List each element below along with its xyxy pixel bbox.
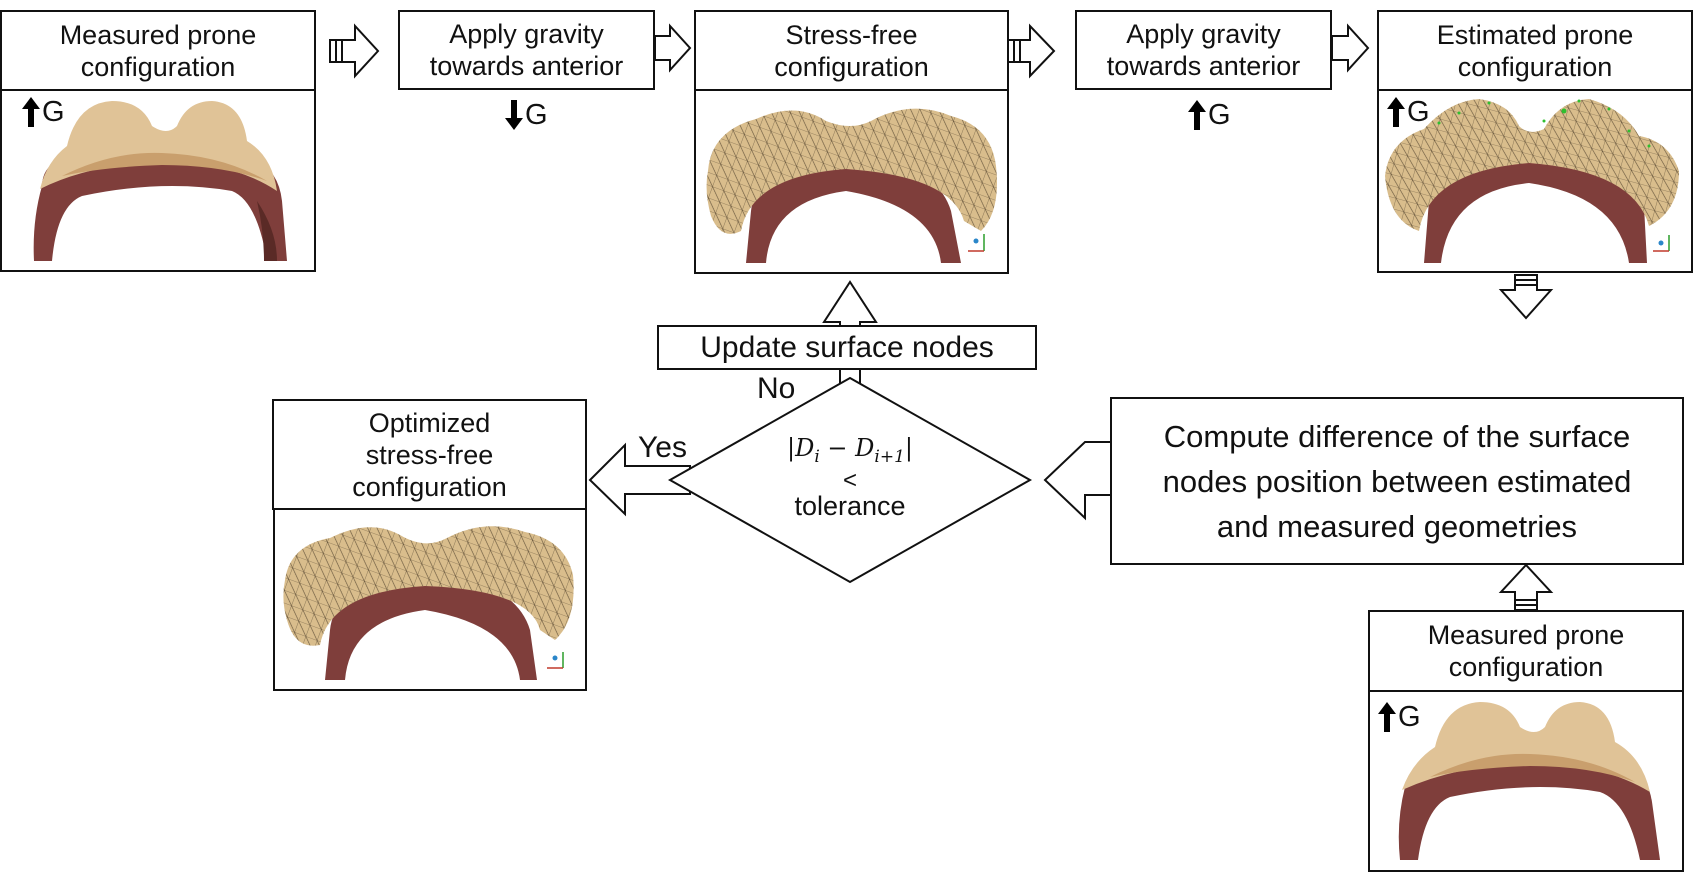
arrow-down-icon xyxy=(505,100,523,130)
gravity-indicator-up-2: G xyxy=(1188,100,1231,130)
arrow-up-measured xyxy=(1498,563,1554,611)
apply-gravity-1: Apply gravity towards anterior xyxy=(398,10,655,90)
arrow-up-icon xyxy=(22,97,40,127)
breast-model-optimized xyxy=(283,526,574,680)
estimated-prone-label: Estimated prone configuration xyxy=(1436,19,1634,82)
breast-model-estimated xyxy=(1385,99,1679,263)
measured-prone-bottom-label: Measured prone configuration xyxy=(1427,620,1625,682)
compute-difference: Compute difference of the surface nodes … xyxy=(1110,397,1684,565)
arrow-up-icon xyxy=(1378,702,1396,732)
stress-free-title: Stress-free configuration xyxy=(694,10,1009,91)
estimated-prone-title: Estimated prone configuration xyxy=(1377,10,1693,91)
gravity-indicator-up: G xyxy=(22,97,65,127)
gravity-label: G xyxy=(525,99,548,131)
arrow-left-compute xyxy=(1043,441,1113,521)
apply-gravity-2: Apply gravity towards anterior xyxy=(1075,10,1332,90)
optimized-title: Optimized stress-free configuration xyxy=(272,399,587,510)
estimated-prone-image: G xyxy=(1377,89,1693,273)
less-than-operator: < xyxy=(842,466,857,494)
arrow-down-estimated xyxy=(1498,274,1554,320)
stress-free-image xyxy=(694,89,1009,274)
measured-prone-top-label: Measured prone configuration xyxy=(59,19,257,82)
compute-difference-label: Compute difference of the surface nodes … xyxy=(1162,418,1632,544)
gravity-indicator-up-3: G xyxy=(1387,97,1430,127)
optimized-image xyxy=(273,508,587,691)
apply-gravity-1-label: Apply gravity towards anterior xyxy=(429,19,624,81)
tolerance-label: tolerance xyxy=(794,490,906,521)
gravity-indicator-down: G xyxy=(505,100,548,130)
breast-model-stress-free xyxy=(706,108,997,263)
stress-free-label: Stress-free configuration xyxy=(774,19,929,82)
gravity-label: G xyxy=(1208,99,1231,131)
arrow-left-yes xyxy=(588,442,691,517)
breast-model-measured-top xyxy=(33,101,288,261)
arrow-right-3 xyxy=(1007,23,1056,79)
gravity-indicator-up-4: G xyxy=(1378,702,1421,732)
difference-expression: |Di − Di+1| xyxy=(787,434,913,467)
update-surface-nodes: Update surface nodes xyxy=(657,325,1037,370)
optimized-label: Optimized stress-free configuration xyxy=(352,407,507,502)
gravity-label: G xyxy=(42,96,65,128)
update-surface-nodes-label: Update surface nodes xyxy=(700,330,994,364)
gravity-label: G xyxy=(1407,96,1430,128)
apply-gravity-2-label: Apply gravity towards anterior xyxy=(1106,19,1301,81)
decision-diamond xyxy=(667,376,1033,584)
yes-label: Yes xyxy=(638,431,687,464)
measured-prone-bottom-image: G xyxy=(1368,690,1684,872)
decision-condition: |Di − Di+1| < tolerance xyxy=(750,434,950,521)
arrow-right-2 xyxy=(654,23,692,73)
gravity-label: G xyxy=(1398,701,1421,733)
no-label: No xyxy=(757,372,796,405)
measured-prone-top-title: Measured prone configuration xyxy=(0,10,316,91)
breast-model-measured-bottom xyxy=(1398,702,1660,860)
arrow-right-1 xyxy=(329,23,380,79)
arrow-up-icon xyxy=(1387,97,1405,127)
measured-prone-top-image: G xyxy=(0,89,316,272)
measured-prone-bottom-title: Measured prone configuration xyxy=(1368,610,1684,692)
arrow-right-4 xyxy=(1331,23,1370,73)
arrow-up-icon xyxy=(1188,100,1206,130)
